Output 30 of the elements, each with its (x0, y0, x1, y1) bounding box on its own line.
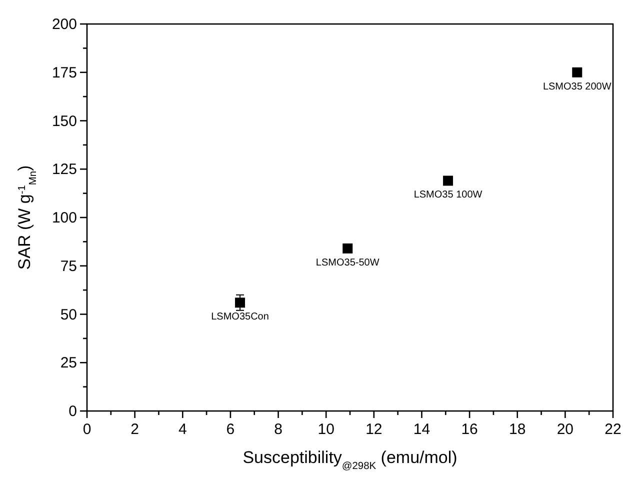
x-tick-label: 18 (509, 421, 526, 438)
point (342, 243, 353, 254)
y-tick-label: 0 (68, 403, 77, 420)
x-tick-label: 12 (366, 421, 382, 438)
annotation: LSMO35-50W (316, 257, 380, 268)
y-tick-label: 175 (52, 64, 77, 82)
x-tick-label: 0 (82, 421, 92, 438)
point (235, 298, 246, 308)
x-tick-label: 22 (604, 421, 622, 438)
x-tick-label: 4 (178, 421, 187, 438)
point (443, 176, 454, 186)
y-tick-label: 50 (60, 306, 77, 324)
x-tick-label: 16 (461, 421, 478, 438)
x-axis-title: Susceptibility$_{@298K}$ (emu/mol) (242, 448, 458, 472)
x-tick-label: 6 (226, 421, 235, 438)
annotation: LSMO35Con (211, 312, 269, 323)
point (572, 67, 582, 78)
y-tick-label: 75 (60, 258, 77, 275)
y-tick-label: 150 (52, 112, 77, 130)
y-tick-label: 100 (52, 210, 77, 226)
annotation: LSMO35 100W (414, 190, 483, 201)
y-tick-label: 25 (60, 354, 77, 372)
y-tick-label: 200 (52, 16, 77, 33)
x-tick-label: 14 (413, 421, 430, 438)
x-tick-label: 10 (318, 421, 334, 438)
x-tick-label: 20 (556, 421, 574, 438)
y-tick-label: 125 (52, 161, 77, 178)
x-tick-label: 2 (130, 421, 139, 438)
x-tick-label: 8 (274, 421, 282, 438)
annotation: LSMO35 200W (542, 81, 612, 92)
